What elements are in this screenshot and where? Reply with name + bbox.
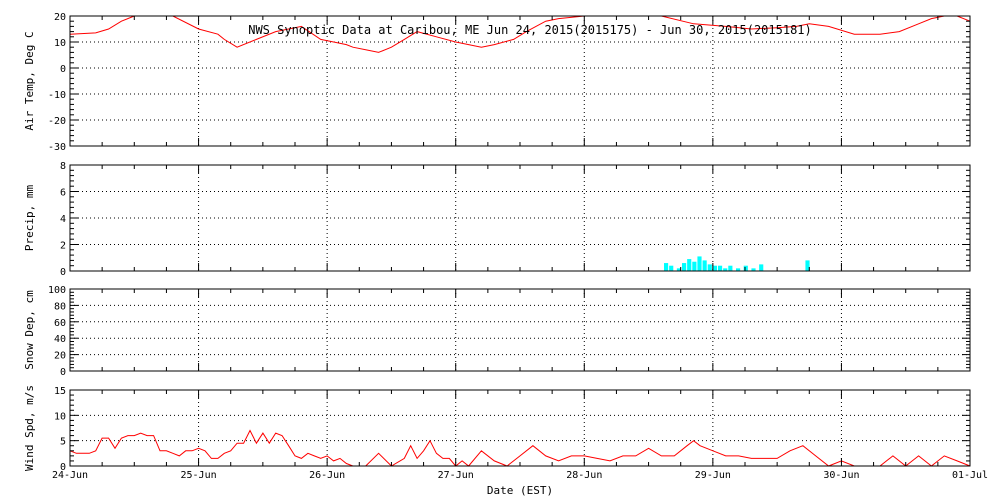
snow-depth-ytick-label: 20 (54, 351, 66, 362)
precip-ytick-label: 2 (60, 241, 66, 252)
air-temp-ytick-label: 20 (54, 12, 66, 23)
wind-speed-frame (69, 389, 971, 467)
precip-bar (664, 263, 669, 271)
wind-speed-ytick-label: 5 (60, 437, 66, 448)
chart-title: NWS Synoptic Data at Caribou, ME Jun 24,… (248, 23, 812, 37)
x-tick-label: 30-Jun (823, 470, 859, 481)
precip-ytick-label: 4 (60, 214, 66, 225)
x-tick-label: 29-Jun (695, 470, 731, 481)
precip-ytick-label: 0 (60, 267, 66, 278)
precip-bar (712, 265, 717, 271)
wind-speed-series-line (69, 429, 971, 467)
precip-bar (736, 268, 741, 271)
wind-speed-ytick-label: 10 (54, 411, 66, 422)
precip-bar (687, 259, 692, 271)
precip-bar (718, 265, 723, 271)
wind-speed-ytick-label: 0 (60, 462, 66, 473)
precip-bar (728, 265, 733, 271)
precip-bar (759, 264, 764, 271)
air-temp-ylabel: Air Temp, Deg C (23, 31, 36, 130)
x-tick-label: 01-Jul (952, 470, 988, 481)
precip-bar (723, 268, 728, 271)
air-temp-ytick-label: 0 (60, 64, 66, 75)
precip-ytick-label: 8 (60, 161, 66, 172)
precip-ytick-label: 6 (60, 188, 66, 199)
snow-depth-frame (69, 288, 971, 372)
precip-bar (682, 263, 687, 271)
precip-ylabel: Precip, mm (23, 185, 36, 252)
snow-depth-ytick-label: 80 (54, 301, 66, 312)
x-tick-label: 28-Jun (566, 470, 602, 481)
x-tick-label: 26-Jun (309, 470, 345, 481)
air-temp-series-line (69, 15, 971, 53)
precip-bar (669, 265, 674, 271)
x-tick-label: 27-Jun (438, 470, 474, 481)
air-temp-ytick-label: -20 (48, 116, 66, 127)
precip-bar (676, 268, 681, 271)
x-tick-label: 25-Jun (181, 470, 217, 481)
snow-depth-ytick-label: 100 (48, 285, 66, 296)
x-axis-label: Date (EST) (487, 484, 553, 497)
precip-bar (743, 265, 748, 271)
snow-depth-ytick-label: 0 (60, 367, 66, 378)
snow-depth-ylabel: Snow Dep, cm (23, 290, 36, 370)
precip-bar (692, 261, 697, 271)
precip-bar (751, 268, 756, 271)
x-tick-label: 24-Jun (52, 470, 88, 481)
snow-depth-ytick-label: 40 (54, 334, 66, 345)
air-temp-ytick-label: -30 (48, 142, 66, 153)
precip-bar (702, 260, 707, 271)
wind-speed-ylabel: Wind Spd, m/s (23, 385, 36, 471)
precip-bar (697, 256, 702, 271)
precip-bar (707, 264, 712, 271)
precip-bar (805, 260, 810, 271)
air-temp-ytick-label: -10 (48, 90, 66, 101)
air-temp-ytick-label: 10 (54, 38, 66, 49)
snow-depth-ytick-label: 60 (54, 318, 66, 329)
wind-speed-ytick-label: 15 (54, 386, 66, 397)
